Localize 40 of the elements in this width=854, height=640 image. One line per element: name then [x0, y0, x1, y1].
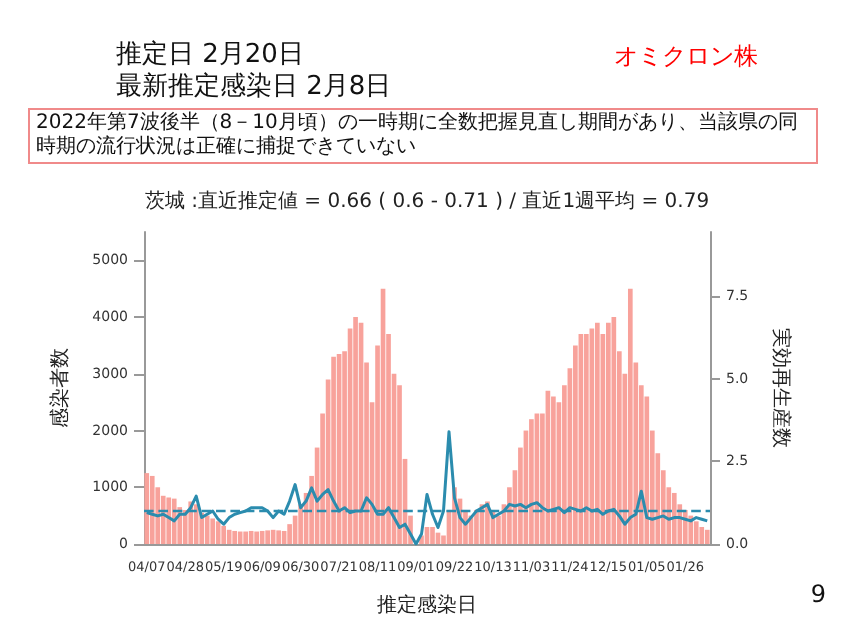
bar	[474, 509, 479, 544]
bar	[595, 322, 600, 544]
bar	[671, 492, 677, 544]
bar	[287, 524, 292, 544]
bar	[353, 317, 358, 544]
bar	[627, 288, 633, 544]
chart-title: 推定日 2月20日	[116, 38, 304, 72]
text: オミクロン株	[614, 40, 758, 74]
x-axis-title: 推定感染日	[377, 593, 477, 617]
bar	[243, 531, 248, 544]
bar	[237, 531, 243, 544]
bar	[276, 530, 281, 544]
chart-subtitle: 最新推定感染日 2月8日	[116, 70, 392, 104]
bar	[232, 530, 238, 544]
bar	[606, 322, 611, 544]
bar	[529, 419, 534, 544]
bar	[584, 334, 589, 544]
bar	[265, 530, 270, 544]
bar	[193, 504, 199, 544]
y2-axis-title: 実効再生産数	[769, 328, 794, 448]
bar	[210, 518, 216, 544]
text: 茨城 :直近推定値 = 0.66 ( 0.6 - 0.71 ) / 直近1週平均 = 0.79	[144, 189, 710, 213]
bar	[221, 525, 227, 544]
bar	[226, 529, 232, 544]
text: 2022年第7波後半（8－10月頃）の一時期に全数把握見直し期間があり、当該県の同時期の流行状況は正確に捕捉できていない	[28, 108, 818, 164]
bar	[699, 526, 705, 544]
bar	[204, 515, 210, 544]
bar	[149, 475, 155, 544]
bar	[254, 531, 259, 544]
bar	[551, 396, 556, 544]
y-axis-title: 感染者数	[47, 348, 72, 428]
text: 9	[810, 580, 826, 608]
bar	[331, 356, 336, 544]
bar	[166, 497, 172, 544]
bar	[611, 317, 617, 544]
bar	[430, 526, 435, 544]
bar	[693, 521, 699, 544]
bar	[215, 521, 221, 544]
bar	[144, 473, 150, 544]
bar	[704, 529, 710, 544]
